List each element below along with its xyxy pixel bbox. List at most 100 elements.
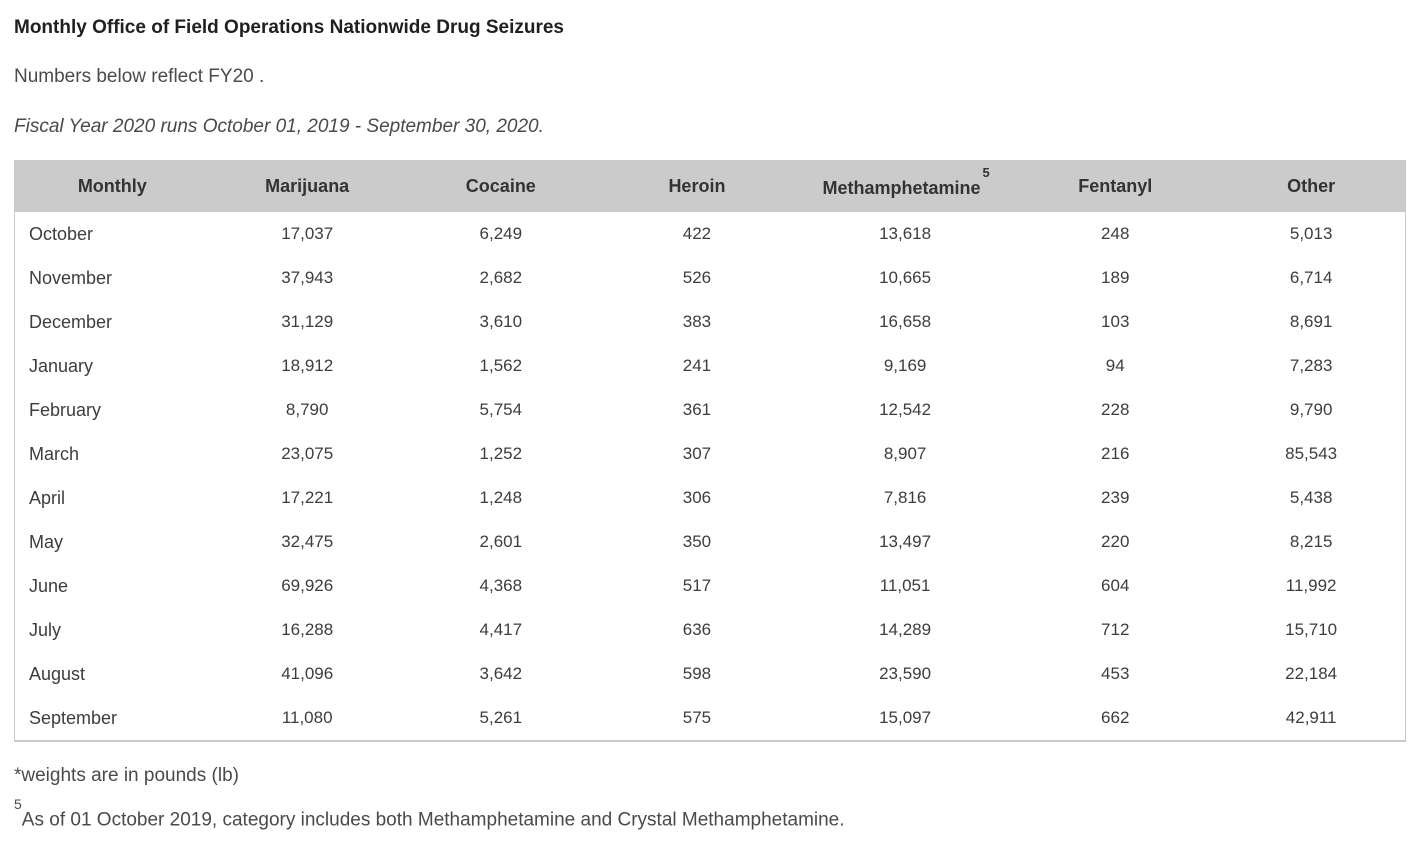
value-cell: 37,943 xyxy=(209,256,405,300)
value-cell: 3,610 xyxy=(404,300,597,344)
month-cell: September xyxy=(14,696,210,741)
value-cell: 16,658 xyxy=(797,300,1014,344)
value-cell: 216 xyxy=(1013,432,1218,476)
value-cell: 31,129 xyxy=(209,300,405,344)
month-cell: May xyxy=(14,520,210,564)
value-cell: 526 xyxy=(596,256,798,300)
month-cell: November xyxy=(14,256,210,300)
weights-unit-note: *weights are in pounds (lb) xyxy=(14,765,239,786)
value-cell: 636 xyxy=(596,608,798,652)
subtitle-text: Numbers below reflect FY20 . xyxy=(14,66,265,87)
value-cell: 6,714 xyxy=(1217,256,1406,300)
column-header-fentanyl: Fentanyl xyxy=(1013,160,1218,212)
value-cell: 350 xyxy=(596,520,798,564)
value-cell: 3,642 xyxy=(404,652,597,696)
value-cell: 1,562 xyxy=(404,344,597,388)
value-cell: 228 xyxy=(1013,388,1218,432)
value-cell: 17,221 xyxy=(209,476,405,520)
value-cell: 11,080 xyxy=(209,696,405,741)
table-row: November 37,943 2,682 526 10,665 189 6,7… xyxy=(14,256,1406,300)
value-cell: 8,790 xyxy=(209,388,405,432)
table-row: June 69,926 4,368 517 11,051 604 11,992 xyxy=(14,564,1406,608)
table-row: April 17,221 1,248 306 7,816 239 5,438 xyxy=(14,476,1406,520)
value-cell: 712 xyxy=(1013,608,1218,652)
table-row: December 31,129 3,610 383 16,658 103 8,6… xyxy=(14,300,1406,344)
value-cell: 23,590 xyxy=(797,652,1014,696)
methamphetamine-footnote-ref: 5 xyxy=(982,164,990,180)
value-cell: 220 xyxy=(1013,520,1218,564)
table-row: January 18,912 1,562 241 9,169 94 7,283 xyxy=(14,344,1406,388)
value-cell: 5,261 xyxy=(404,696,597,741)
value-cell: 598 xyxy=(596,652,798,696)
value-cell: 604 xyxy=(1013,564,1218,608)
month-cell: July xyxy=(14,608,210,652)
value-cell: 307 xyxy=(596,432,798,476)
table-row: May 32,475 2,601 350 13,497 220 8,215 xyxy=(14,520,1406,564)
value-cell: 4,417 xyxy=(404,608,597,652)
value-cell: 11,992 xyxy=(1217,564,1406,608)
value-cell: 17,037 xyxy=(209,212,405,256)
month-cell: October xyxy=(14,212,210,256)
value-cell: 5,754 xyxy=(404,388,597,432)
month-cell: December xyxy=(14,300,210,344)
table-row: September 11,080 5,261 575 15,097 662 42… xyxy=(14,696,1406,741)
month-cell: February xyxy=(14,388,210,432)
table-row: March 23,075 1,252 307 8,907 216 85,543 xyxy=(14,432,1406,476)
month-cell: January xyxy=(14,344,210,388)
column-header-cocaine: Cocaine xyxy=(404,160,597,212)
value-cell: 13,618 xyxy=(797,212,1014,256)
value-cell: 41,096 xyxy=(209,652,405,696)
value-cell: 85,543 xyxy=(1217,432,1406,476)
value-cell: 241 xyxy=(596,344,798,388)
methamphetamine-footnote: 5As of 01 October 2019, category include… xyxy=(14,796,1408,832)
drug-seizures-table: Monthly Marijuana Cocaine Heroin Methamp… xyxy=(14,160,1406,742)
footnote-text: As of 01 October 2019, category includes… xyxy=(21,809,845,831)
table-header-row: Monthly Marijuana Cocaine Heroin Methamp… xyxy=(14,160,1406,212)
value-cell: 15,097 xyxy=(797,696,1014,741)
value-cell: 94 xyxy=(1013,344,1218,388)
month-cell: April xyxy=(14,476,210,520)
value-cell: 4,368 xyxy=(404,564,597,608)
page-title: Monthly Office of Field Operations Natio… xyxy=(14,17,564,38)
column-header-monthly: Monthly xyxy=(14,160,210,212)
page-container: Monthly Office of Field Operations Natio… xyxy=(14,17,1408,832)
column-header-other: Other xyxy=(1217,160,1406,212)
value-cell: 1,248 xyxy=(404,476,597,520)
footnote-marker: 5 xyxy=(14,796,22,812)
column-header-marijuana: Marijuana xyxy=(209,160,405,212)
value-cell: 239 xyxy=(1013,476,1218,520)
value-cell: 42,911 xyxy=(1217,696,1406,741)
column-header-methamphetamine: Methamphetamine5 xyxy=(797,160,1014,212)
value-cell: 248 xyxy=(1013,212,1218,256)
value-cell: 7,816 xyxy=(797,476,1014,520)
value-cell: 22,184 xyxy=(1217,652,1406,696)
value-cell: 15,710 xyxy=(1217,608,1406,652)
value-cell: 69,926 xyxy=(209,564,405,608)
value-cell: 8,907 xyxy=(797,432,1014,476)
value-cell: 5,013 xyxy=(1217,212,1406,256)
value-cell: 1,252 xyxy=(404,432,597,476)
value-cell: 2,601 xyxy=(404,520,597,564)
value-cell: 361 xyxy=(596,388,798,432)
column-header-heroin: Heroin xyxy=(596,160,798,212)
value-cell: 12,542 xyxy=(797,388,1014,432)
month-cell: March xyxy=(14,432,210,476)
value-cell: 383 xyxy=(596,300,798,344)
value-cell: 8,215 xyxy=(1217,520,1406,564)
table-row: July 16,288 4,417 636 14,289 712 15,710 xyxy=(14,608,1406,652)
column-header-methamphetamine-label: Methamphetamine xyxy=(822,177,981,198)
value-cell: 18,912 xyxy=(209,344,405,388)
month-cell: August xyxy=(14,652,210,696)
value-cell: 422 xyxy=(596,212,798,256)
value-cell: 7,283 xyxy=(1217,344,1406,388)
table-row: February 8,790 5,754 361 12,542 228 9,79… xyxy=(14,388,1406,432)
value-cell: 6,249 xyxy=(404,212,597,256)
value-cell: 9,169 xyxy=(797,344,1014,388)
value-cell: 453 xyxy=(1013,652,1218,696)
value-cell: 11,051 xyxy=(797,564,1014,608)
value-cell: 517 xyxy=(596,564,798,608)
value-cell: 14,289 xyxy=(797,608,1014,652)
value-cell: 9,790 xyxy=(1217,388,1406,432)
value-cell: 103 xyxy=(1013,300,1218,344)
value-cell: 8,691 xyxy=(1217,300,1406,344)
